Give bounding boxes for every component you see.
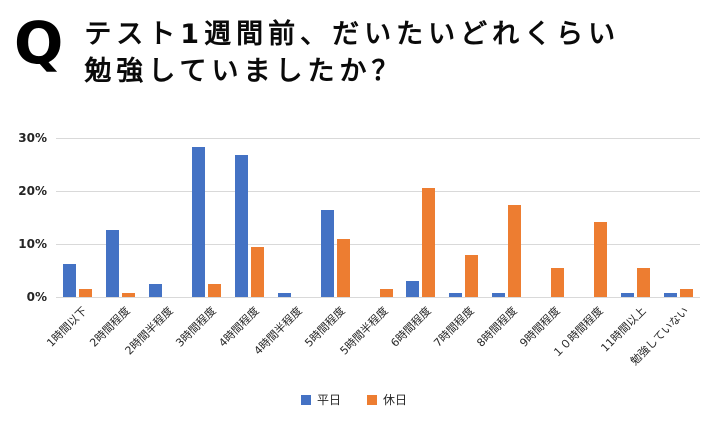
- bar-holiday: [680, 288, 694, 297]
- plot-area: 0% 10% 20% 30% 1時間以下 2時間程度 2時間半程度 3時間程度 4時間程度 4時間…: [18, 131, 700, 368]
- legend-item-weekday: 平日: [300, 391, 341, 408]
- y-tick-label: 20%: [18, 184, 47, 198]
- x-tick-text: 6時間程度: [388, 304, 434, 350]
- legend-label-holiday: 休日: [383, 393, 408, 407]
- bar-weekday: [492, 292, 506, 297]
- y-tick-label: 10%: [18, 237, 47, 251]
- title-line-2: 勉強していましたか？: [84, 56, 404, 88]
- bar-weekday: [621, 292, 635, 297]
- bar-weekday: [62, 263, 76, 297]
- bar-holiday: [379, 288, 393, 297]
- page-title: テスト1週間前、だいたいどれくらい 勉強していましたか？: [84, 16, 620, 91]
- legend-swatch-holiday: [367, 394, 377, 405]
- x-tick-text: 1時間以下: [44, 304, 91, 350]
- bar-weekday: [664, 292, 678, 297]
- bar-weekday: [191, 147, 205, 297]
- bar-holiday: [551, 267, 565, 297]
- bar-holiday: [594, 221, 608, 297]
- gridline: [56, 297, 700, 298]
- bar-holiday: [508, 205, 522, 297]
- bar-holiday: [637, 267, 651, 297]
- q-mark: Q: [14, 9, 64, 77]
- bar-weekday: [320, 209, 334, 297]
- bar-weekday: [234, 154, 248, 297]
- legend-swatch-weekday: [300, 394, 311, 405]
- gridline: [56, 191, 700, 192]
- bar-holiday: [250, 247, 264, 297]
- chart-legend: 平日 休日: [0, 391, 708, 408]
- x-tick-text: 8時間程度: [474, 304, 520, 350]
- bar-weekday: [277, 292, 291, 297]
- bar-weekday: [406, 280, 420, 297]
- bar-weekday: [148, 284, 162, 297]
- bar-weekday: [105, 230, 119, 297]
- x-tick-text: 3時間程度: [173, 304, 219, 350]
- gridline: [56, 138, 700, 139]
- legend-item-holiday: 休日: [367, 391, 407, 408]
- bar-holiday: [465, 255, 479, 297]
- gridline: [56, 244, 700, 245]
- bar-holiday: [207, 284, 221, 297]
- legend-label-weekday: 平日: [316, 393, 341, 407]
- bar-weekday: [449, 292, 463, 297]
- y-tick-label: 30%: [18, 131, 47, 145]
- question-header: Q テスト1週間前、だいたいどれくらい 勉強していましたか？: [14, 9, 620, 91]
- y-tick-label: 0%: [26, 290, 47, 304]
- bar-holiday: [336, 238, 350, 297]
- bar-holiday: [78, 288, 92, 297]
- title-line-1: テスト1週間前、だいたいどれくらい: [84, 19, 621, 50]
- bar-holiday: [121, 292, 135, 297]
- bar-holiday: [422, 188, 436, 297]
- x-tick-text: 7時間程度: [431, 304, 477, 350]
